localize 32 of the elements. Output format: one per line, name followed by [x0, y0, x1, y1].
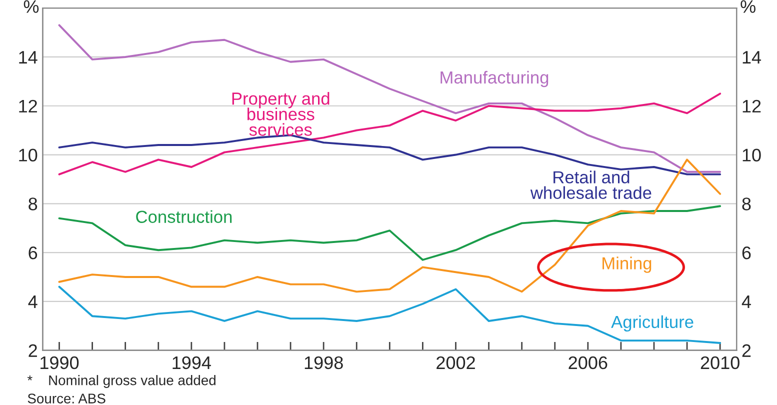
y2-tick-label: 12	[742, 100, 761, 112]
series-label: Mining	[602, 256, 652, 273]
series-label: Property and business services	[232, 92, 330, 136]
y-tick-label: 10	[19, 148, 38, 162]
y2-tick-label: 8	[742, 198, 751, 210]
text: * Nominal gross value added	[27, 375, 216, 388]
y-tick-label: 8	[28, 198, 38, 210]
x-tick-label: 2006	[568, 356, 608, 370]
y2-tick-label: 6	[742, 246, 751, 260]
y2-tick-label: 10	[742, 148, 761, 162]
y-tick-label: 4	[28, 296, 38, 308]
y-axis-title: %	[24, 0, 39, 13]
x-tick-label: 2010	[700, 356, 740, 370]
y2-axis-title: %	[740, 0, 756, 13]
y-tick-label: 2	[28, 344, 37, 357]
y-tick-label: 6	[28, 246, 38, 260]
y2-tick-label: 4	[742, 296, 751, 308]
line-series	[58, 158, 722, 293]
line-series	[58, 286, 722, 344]
x-tick-label: 1994	[172, 356, 211, 370]
series-label: Agriculture	[611, 315, 694, 332]
y-tick-label: 12	[19, 100, 37, 112]
source-note: Source: ABS	[28, 394, 106, 404]
x-tick-label: 2002	[436, 356, 475, 370]
x-tick-label: 1998	[304, 356, 343, 370]
y-tick-label: 14	[19, 51, 38, 64]
y2-tick-label: 2	[742, 344, 751, 357]
y2-tick-label: 14	[742, 51, 762, 64]
series-label: Construction	[136, 210, 232, 223]
series-label: Manufacturing	[440, 70, 548, 88]
x-tick-label: 1990	[40, 356, 79, 370]
series-label: Retail and wholesale trade	[530, 170, 652, 199]
